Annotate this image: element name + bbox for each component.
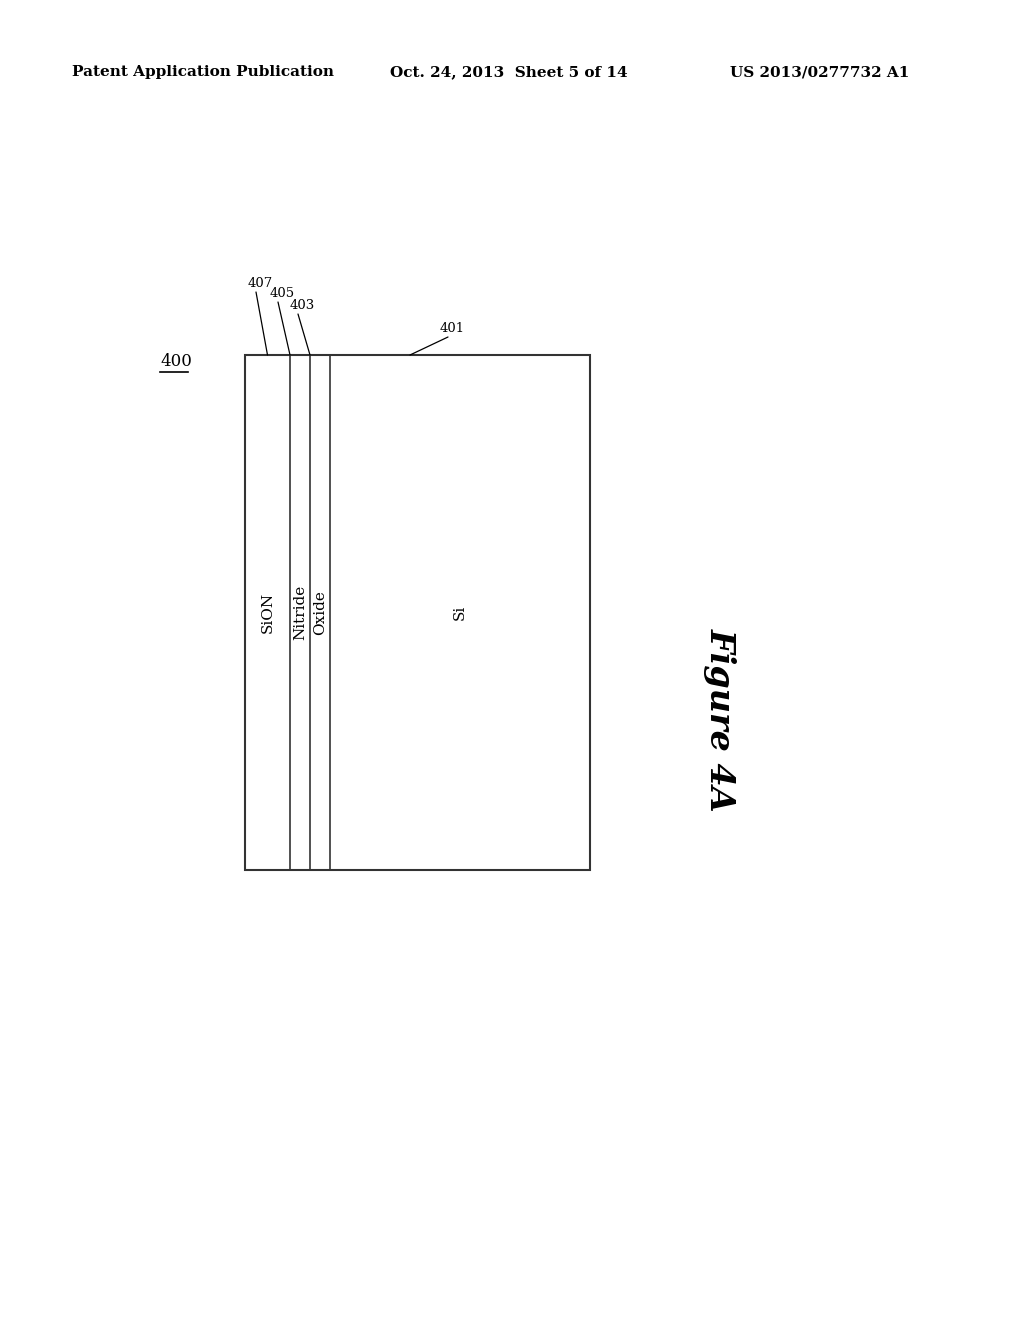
Text: US 2013/0277732 A1: US 2013/0277732 A1 (730, 65, 909, 79)
Text: 400: 400 (160, 352, 191, 370)
Bar (245, 355, 590, 870)
Text: SiON: SiON (260, 591, 274, 634)
Text: 401: 401 (440, 322, 465, 335)
Text: 403: 403 (290, 300, 315, 312)
Text: Si: Si (453, 605, 467, 620)
Text: Nitride: Nitride (293, 585, 307, 640)
Text: Oct. 24, 2013  Sheet 5 of 14: Oct. 24, 2013 Sheet 5 of 14 (390, 65, 628, 79)
Text: 407: 407 (248, 277, 273, 290)
Text: 405: 405 (270, 286, 295, 300)
Text: Oxide: Oxide (313, 590, 327, 635)
Text: Figure 4A: Figure 4A (703, 628, 736, 812)
Text: Patent Application Publication: Patent Application Publication (72, 65, 334, 79)
